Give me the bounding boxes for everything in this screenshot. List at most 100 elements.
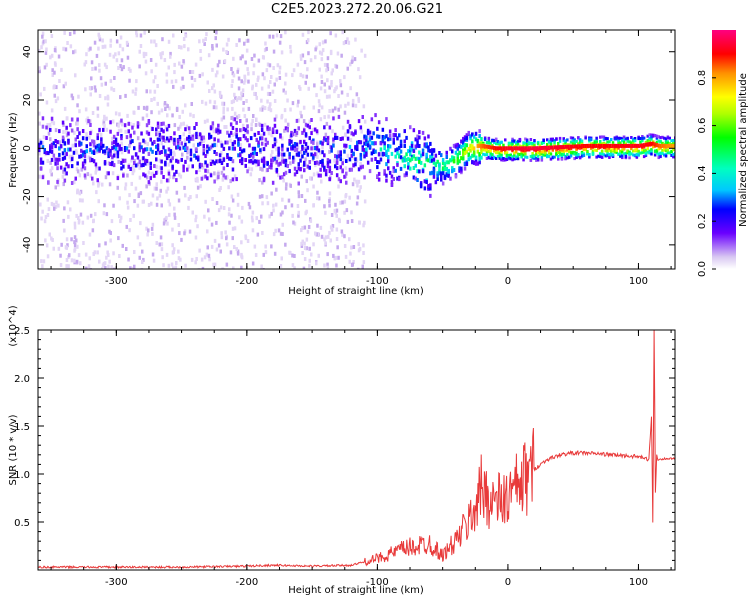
ridge-cell (672, 139, 675, 142)
ridge-cell (92, 151, 96, 155)
noise-cell (233, 174, 237, 179)
ridge-cell (98, 127, 101, 132)
noise-cell (87, 155, 90, 160)
ridge-cell (56, 161, 59, 166)
noise-cell (314, 163, 317, 168)
ridge-cell (390, 174, 394, 179)
ridge-cell (516, 152, 520, 156)
noise-cell (150, 226, 154, 231)
ridge-cell (608, 146, 611, 150)
ridge-cell (50, 145, 54, 150)
noise-cell (320, 51, 324, 56)
ridge-cell (553, 141, 556, 145)
ridge-core-cell (655, 143, 659, 147)
noise-cell (213, 171, 216, 176)
ridge-cell (102, 127, 105, 132)
ridge-cell (666, 136, 670, 140)
noise-cell (213, 238, 217, 243)
ridge-cell (421, 130, 425, 135)
noise-cell (352, 155, 355, 160)
ridge-cell (396, 176, 399, 181)
ridge-cell (580, 154, 584, 158)
noise-cell (330, 71, 333, 76)
noise-cell (172, 84, 175, 89)
ridge-cell (549, 139, 553, 143)
noise-cell (337, 217, 341, 222)
noise-cell (63, 228, 66, 233)
noise-cell (222, 106, 225, 111)
noise-cell (278, 76, 282, 80)
ridge-core-cell (624, 143, 628, 148)
ridge-cell (511, 142, 514, 146)
ridge-cell (432, 148, 436, 153)
ridge-cell (639, 140, 642, 144)
noise-cell (147, 170, 151, 175)
ridge-cell (657, 135, 660, 139)
ridge-cell (169, 136, 173, 140)
noise-cell (326, 78, 329, 83)
ridge-cell (38, 142, 41, 147)
ridge-cell (220, 161, 224, 165)
noise-cell (292, 68, 296, 73)
ridge-cell (376, 165, 379, 170)
ridge-cell (169, 158, 173, 163)
ridge-cell (474, 137, 478, 142)
noise-cell (163, 58, 167, 62)
noise-cell (112, 54, 115, 59)
ridge-cell (641, 135, 644, 138)
ridge-cell (392, 137, 395, 142)
noise-cell (50, 166, 54, 171)
noise-cell (119, 215, 123, 220)
ridge-cell (564, 149, 567, 153)
ridge-cell (462, 140, 465, 145)
noise-cell (268, 34, 271, 39)
ridge-cell (418, 130, 421, 135)
ridge-cell (505, 158, 509, 161)
ridge-cell (49, 149, 52, 154)
noise-cell (346, 153, 350, 158)
noise-cell (277, 228, 281, 233)
noise-cell (104, 241, 107, 246)
ridge-cell (293, 128, 297, 133)
ridge-cell (573, 140, 576, 144)
ridge-cell (310, 146, 313, 151)
ridge-cell (147, 119, 151, 123)
ridge-cell (224, 175, 227, 180)
noise-cell (42, 259, 46, 264)
noise-cell (268, 63, 272, 68)
noise-cell (105, 212, 109, 217)
ridge-cell (429, 154, 432, 159)
ridge-cell (76, 127, 79, 132)
noise-cell (344, 254, 348, 259)
ridge-cell (595, 149, 598, 152)
noise-cell (321, 48, 325, 53)
noise-cell (200, 139, 203, 144)
noise-cell (357, 97, 360, 102)
noise-cell (62, 130, 65, 134)
noise-cell (161, 51, 164, 56)
noise-cell (342, 41, 346, 46)
ridge-cell (368, 130, 372, 135)
noise-cell (179, 86, 183, 91)
ridge-cell (156, 125, 160, 129)
noise-cell (254, 253, 258, 257)
ridge-cell (604, 136, 607, 140)
ridge-cell (315, 145, 319, 150)
ridge-cell (509, 157, 512, 160)
ridge-cell (281, 159, 284, 164)
noise-cell (85, 266, 88, 269)
noise-cell (126, 113, 129, 118)
ridge-cell (465, 162, 469, 166)
noise-cell (136, 162, 140, 167)
noise-cell (134, 87, 138, 92)
ridge-cell (398, 153, 401, 158)
ridge-cell (359, 140, 363, 145)
noise-cell (348, 259, 351, 264)
noise-cell (357, 242, 360, 247)
ridge-cell (92, 159, 96, 164)
noise-cell (145, 106, 149, 111)
ridge-cell (646, 140, 649, 144)
ridge-cell (383, 144, 386, 149)
noise-cell (230, 194, 234, 199)
ridge-cell (551, 148, 554, 152)
